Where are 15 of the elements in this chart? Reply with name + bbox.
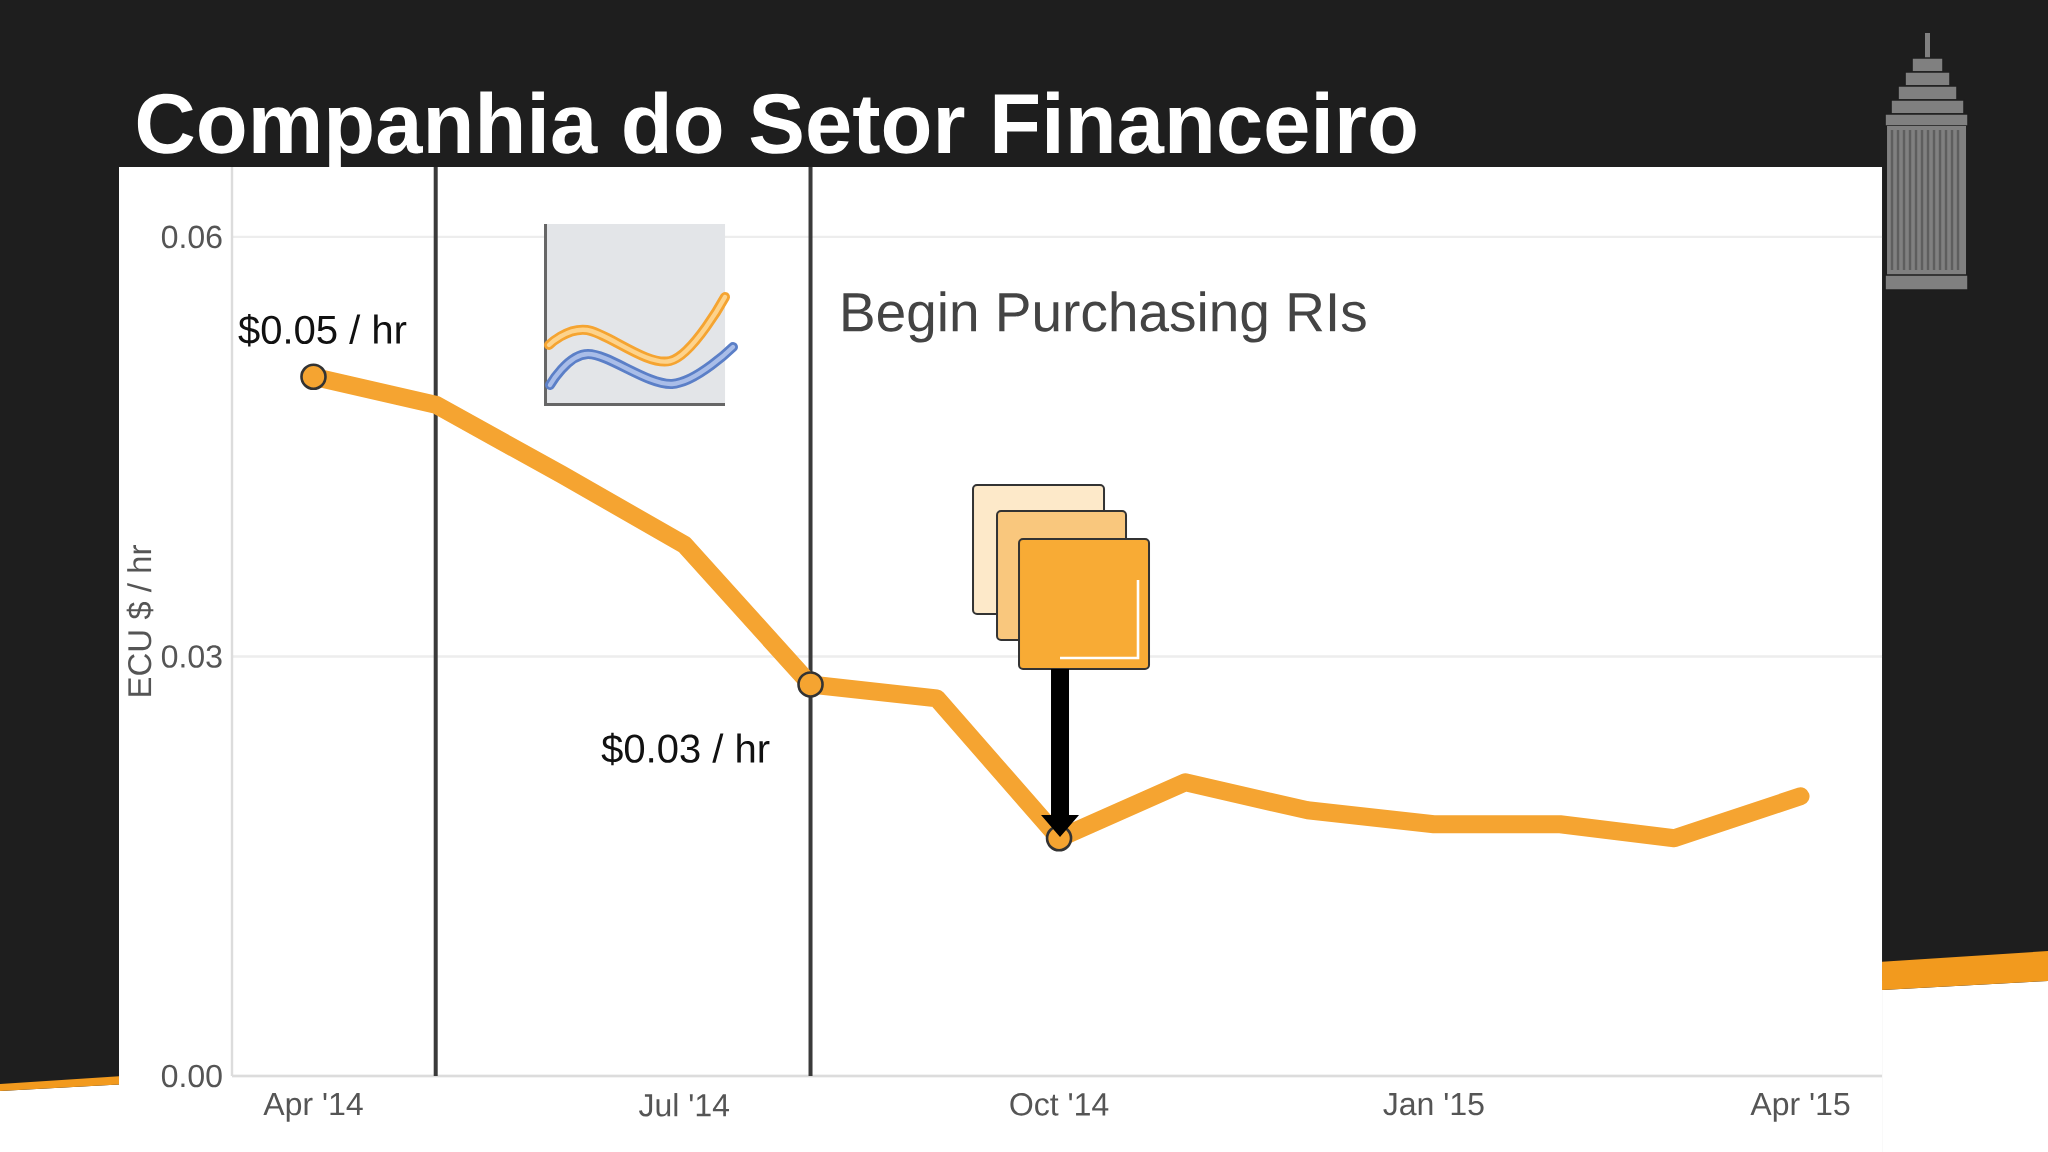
y-tick-label: 0.00: [161, 1064, 222, 1088]
x-tick-label: Jul '14: [638, 1093, 730, 1117]
y-tick-label: 0.03: [161, 645, 222, 668]
y-axis-title: ECU $ / hr: [126, 545, 154, 696]
x-tick-label: Apr '14: [263, 1093, 363, 1122]
x-tick-label: Apr '15: [1750, 1093, 1850, 1122]
point: [797, 671, 824, 698]
y-tick-label: 0.06: [161, 225, 222, 249]
chart-title: Companhia do Setor Financeiro: [137, 91, 1416, 171]
point: [300, 363, 327, 391]
annotation: $0.05 / hr: [238, 313, 407, 347]
x-tick-label: Jan '15: [1383, 1093, 1484, 1116]
ref-line-label: Begin Purchasing RIs: [843, 291, 1366, 343]
x-tick-label: Oct '14: [1010, 1093, 1109, 1116]
annotation: $0.03 / hr: [601, 732, 770, 766]
